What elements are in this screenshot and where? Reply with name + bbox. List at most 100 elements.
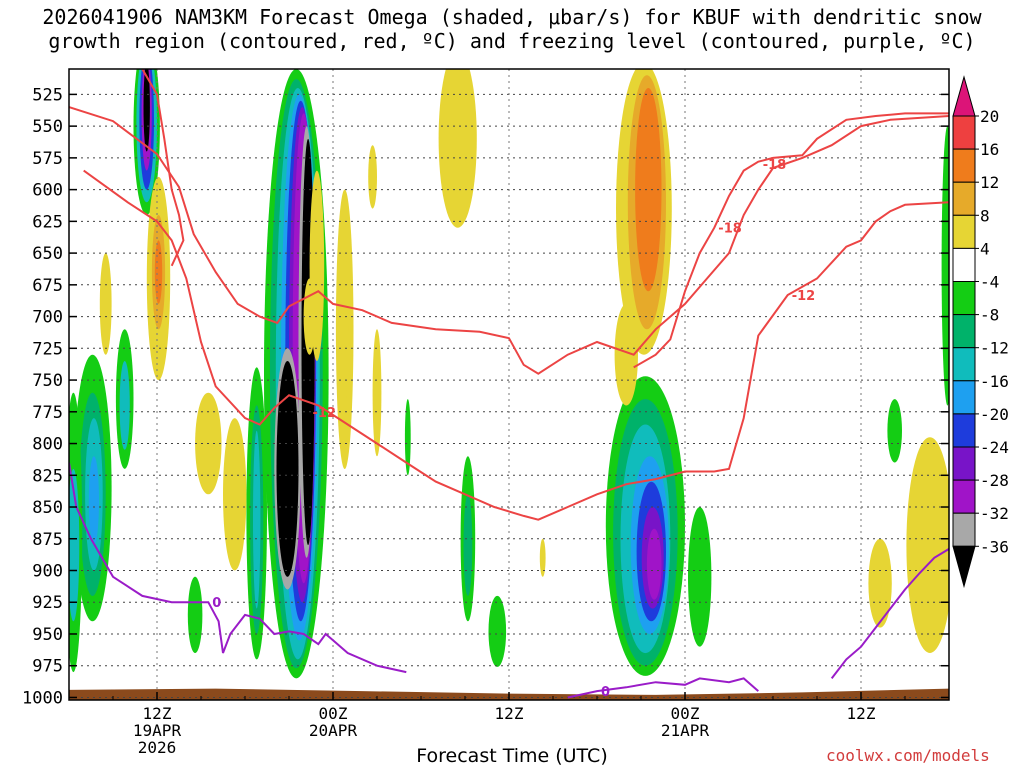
dgz-label-core: -12 [312,406,336,421]
dgz-contour-1-label: -12 [792,289,816,304]
omega-cell-40 [887,399,902,463]
colorbar-label-1: 16 [980,140,999,159]
y-tick-label-600: 600 [32,181,63,201]
omega-cell-41 [941,126,949,406]
y-tick-label-925: 925 [32,593,63,613]
colorbar-label-2: 12 [980,173,999,192]
credit-text: coolwx.com/models [826,746,990,765]
omega-cell-19 [88,456,99,546]
y-tick-label-750: 750 [32,371,63,391]
freezing-level-contour-1 [567,677,759,699]
colorbar-label-5: -4 [980,273,999,292]
y-tick-label-825: 825 [32,466,63,486]
colorbar-label-7: -12 [980,339,1009,358]
x-tick-label-1-0: 00Z [319,704,348,723]
colorbar-segment-1 [952,115,976,150]
x-tick-label-3-1: 21APR [661,721,710,740]
y-tick-label-525: 525 [32,85,63,105]
colorbar-segment-12 [952,479,976,514]
y-tick-label-975: 975 [32,657,63,677]
dgz-label-upper: -18 [763,158,787,173]
colorbar-segment-8 [952,347,976,382]
y-tick-label-950: 950 [32,625,63,645]
colorbar-segment-2 [952,148,976,183]
omega-cell-23 [119,361,130,450]
omega-cell-27 [187,576,203,654]
x-tick-label-0-0: 12Z [143,704,172,723]
y-tick-label-875: 875 [32,530,63,550]
omega-cell-47 [372,329,382,457]
omega-cell-61 [868,538,892,628]
y-tick-label-550: 550 [32,117,63,137]
omega-cell-60 [906,437,949,653]
colorbar-segment-11 [952,446,976,481]
dgz-contour-2-label: -18 [718,222,742,237]
colorbar-label-6: -8 [980,306,999,325]
y-tick-label-775: 775 [32,403,63,423]
y-tick-label-725: 725 [32,339,63,359]
omega-cell-53 [223,418,247,571]
colorbar-segment-5 [952,247,976,282]
colorbar-segment-3 [952,181,976,216]
colorbar-label-11: -28 [980,471,1009,490]
colorbar-label-12: -32 [980,504,1009,523]
colorbar-segment-6 [952,281,976,316]
colorbar-segment-4 [952,214,976,249]
y-tick-label-850: 850 [32,498,63,518]
omega-cell-31 [404,399,411,476]
x-tick-label-2-0: 12Z [495,704,524,723]
colorbar-label-13: -36 [980,537,1009,556]
y-tick-label-1000: 1000 [22,688,63,708]
omega-cell-38 [646,528,662,600]
x-axis-title: Forecast Time (UTC) [416,745,608,767]
chart-title-line1: 2026041906 NAM3KM Forecast Omega (shaded… [42,5,982,29]
y-tick-label-650: 650 [32,244,63,264]
omega-cell-46 [341,253,349,406]
omega-cell-10 [276,361,299,577]
dgz-contour-3 [141,69,185,267]
omega-cell-42 [438,69,477,228]
x-tick-label-4-0: 12Z [847,704,876,723]
freezing-level-contour-1-label: 0 [601,685,610,700]
colorbar-segment-13 [952,512,976,547]
y-tick-label-675: 675 [32,276,63,296]
omega-cell-15 [143,69,150,152]
freezing-level-contour-0 [69,462,407,674]
y-tick-label-625: 625 [32,212,63,232]
colorbar-segment-10 [952,413,976,448]
x-tick-label-1-1: 20APR [309,721,358,740]
omega-cell-26 [253,430,261,609]
omega-cell-54 [368,145,377,209]
y-tick-label-700: 700 [32,308,63,328]
colorbar-bottom-arrow [952,545,976,589]
dgz-contour-1 [83,169,949,521]
y-tick-label-575: 575 [32,149,63,169]
omega-cell-62 [539,538,546,577]
colorbar-segment-7 [952,314,976,349]
colorbar-label-4: 4 [980,239,990,258]
omega-cell-58 [641,113,658,266]
omega-cell-39 [688,507,712,647]
colorbar-label-3: 8 [980,206,990,225]
omega-cell-50 [154,240,163,304]
freezing-level-contour-0-label: 0 [212,596,221,611]
y-tick-label-800: 800 [32,435,63,455]
omega-cell-59 [614,303,638,406]
y-tick-label-900: 900 [32,561,63,581]
omega-cell-30 [488,595,507,667]
x-tick-label-3-0: 00Z [671,704,700,723]
colorbar-segment-9 [952,380,976,415]
colorbar-label-10: -24 [980,438,1009,457]
omega-cell-51 [99,253,112,355]
x-tick-label-0-2: 2026 [138,738,177,757]
colorbar-label-9: -20 [980,405,1009,424]
dgz-contour-0 [69,106,949,375]
x-tick-label-0-1: 19APR [133,721,182,740]
chart-title-line2: growth region (contoured, red, ºC) and f… [48,29,976,53]
colorbar-label-8: -16 [980,372,1009,391]
omega-cell-29 [463,494,473,596]
colorbar-label-0: 20 [980,107,999,126]
colorbar-top-arrow [952,75,976,117]
freezing-level-contour-2 [830,548,949,680]
